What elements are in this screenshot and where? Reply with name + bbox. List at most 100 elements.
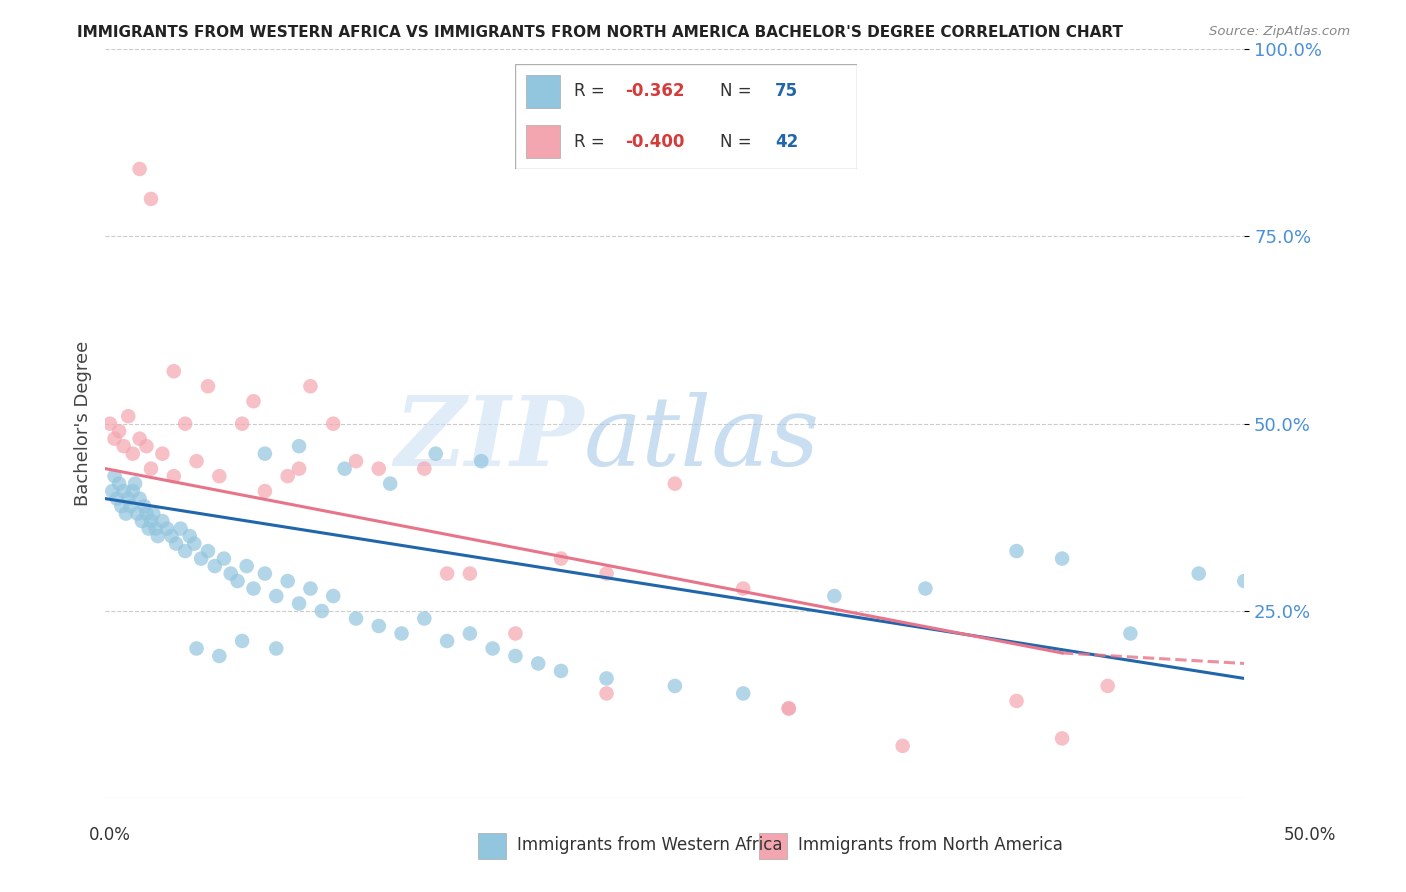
Point [117, 409, 139, 424]
Point [163, 469, 186, 483]
Point [505, 626, 527, 640]
Point [458, 626, 481, 640]
Point [212, 551, 235, 566]
Point [288, 597, 311, 611]
Point [1119, 626, 1142, 640]
Point [101, 484, 124, 499]
Point [183, 536, 205, 550]
Point [778, 701, 800, 715]
Point [120, 499, 142, 513]
Text: ZIP: ZIP [394, 392, 583, 485]
Point [436, 634, 458, 648]
Point [367, 619, 389, 633]
Point [156, 522, 179, 536]
Point [664, 476, 686, 491]
Point [105, 491, 128, 506]
Point [135, 439, 157, 453]
Point [299, 379, 322, 393]
Point [231, 634, 253, 648]
Point [208, 648, 231, 663]
Point [131, 514, 153, 528]
Point [823, 589, 845, 603]
Point [152, 447, 174, 461]
Point [231, 417, 253, 431]
Point [733, 582, 755, 596]
Point [145, 522, 167, 536]
Point [165, 536, 187, 550]
Point [242, 582, 264, 596]
Point [391, 626, 413, 640]
Point [179, 529, 201, 543]
Point [277, 469, 299, 483]
Point [226, 574, 249, 588]
Point [208, 469, 231, 483]
Point [1005, 694, 1028, 708]
Point [1233, 574, 1256, 588]
Text: atlas: atlas [583, 392, 820, 485]
Text: 50.0%: 50.0% [1284, 826, 1337, 844]
Text: Immigrants from North America: Immigrants from North America [799, 836, 1063, 855]
Point [914, 582, 936, 596]
Point [322, 589, 344, 603]
Point [1188, 566, 1211, 581]
Point [413, 611, 436, 625]
Point [550, 551, 572, 566]
Point [139, 192, 162, 206]
Point [186, 454, 208, 468]
Point [139, 461, 162, 475]
Point [186, 641, 208, 656]
Point [664, 679, 686, 693]
Point [288, 461, 311, 475]
Point [138, 522, 160, 536]
Text: Source: ZipAtlas.com: Source: ZipAtlas.com [1209, 25, 1350, 38]
Point [110, 499, 132, 513]
Point [277, 574, 299, 588]
Point [1097, 679, 1119, 693]
Point [197, 544, 219, 558]
Point [378, 476, 402, 491]
Point [219, 566, 242, 581]
Point [139, 514, 162, 528]
Point [197, 379, 219, 393]
Point [595, 686, 617, 700]
Point [242, 394, 264, 409]
Point [288, 439, 311, 453]
Point [322, 417, 344, 431]
Point [128, 161, 150, 176]
Point [891, 739, 914, 753]
Point [112, 439, 135, 453]
Point [333, 461, 356, 475]
Point [160, 529, 183, 543]
Point [115, 507, 138, 521]
Point [152, 514, 174, 528]
Point [505, 648, 527, 663]
Text: Immigrants from Western Africa: Immigrants from Western Africa [517, 836, 782, 855]
Point [344, 454, 367, 468]
Point [595, 566, 617, 581]
Point [142, 507, 165, 521]
Point [146, 529, 169, 543]
Point [264, 589, 288, 603]
Point [103, 469, 125, 483]
Point [108, 424, 131, 438]
Point [1050, 731, 1073, 746]
FancyBboxPatch shape [478, 833, 506, 859]
Text: 0.0%: 0.0% [89, 826, 131, 844]
Text: IMMIGRANTS FROM WESTERN AFRICA VS IMMIGRANTS FROM NORTH AMERICA BACHELOR'S DEGRE: IMMIGRANTS FROM WESTERN AFRICA VS IMMIGR… [77, 25, 1123, 40]
Point [127, 507, 149, 521]
Point [425, 447, 447, 461]
Point [470, 454, 492, 468]
Point [436, 566, 458, 581]
Point [1005, 544, 1028, 558]
Point [124, 476, 146, 491]
Y-axis label: Bachelor's Degree: Bachelor's Degree [73, 341, 91, 507]
Point [527, 657, 550, 671]
Point [344, 611, 367, 625]
Point [117, 491, 139, 506]
Point [108, 476, 131, 491]
Point [253, 484, 276, 499]
Point [264, 641, 288, 656]
Point [413, 461, 436, 475]
Point [98, 417, 121, 431]
Point [253, 447, 276, 461]
